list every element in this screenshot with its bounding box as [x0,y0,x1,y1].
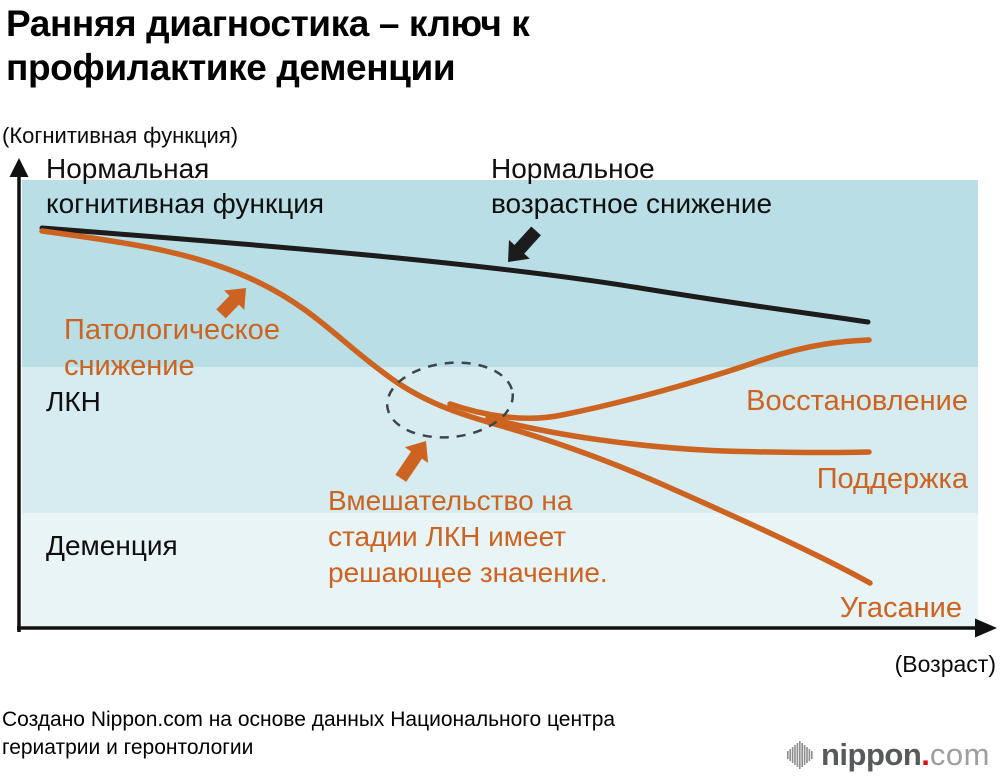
label-recovery: Восстановление [746,385,968,417]
page-title: Ранняя диагностика – ключ к профилактике… [6,3,530,89]
intervention-zone-ellipse [385,361,515,439]
soundwave-icon [787,741,813,769]
logo-wordmark: nippon [821,737,922,772]
label-normal-aging-decline: Нормальное возрастное снижение [491,153,773,220]
label-normal-cognitive-function: Нормальная когнитивная функция [46,153,325,220]
curve-pathological-decline-fading [39,228,873,586]
curve-recovery [447,337,872,421]
curve-maintenance [485,415,872,456]
label-maintenance: Поддержка [816,463,968,495]
logo-dot: . [921,737,930,772]
band-dementia [22,513,978,628]
x-axis-arrow-icon [975,618,997,638]
nippon-logo: nippon. com [787,737,990,773]
source-credit: Создано Nippon.com на основе данных Наци… [2,708,616,760]
band-mci [22,367,978,513]
logo-tld: com [929,737,990,772]
label-intervention-note: Вмешательство на стадии ЛКН имеет решающ… [328,485,608,588]
band-normal-cognitive-function [22,180,978,367]
label-dementia: Деменция [46,530,178,561]
label-fading: Угасание [839,592,962,624]
pathological-decline-arrow-icon [216,288,246,319]
normal-aging-arrow-icon [508,226,541,262]
label-mci: ЛКН [46,386,101,417]
intervention-arrow-icon [395,441,429,482]
label-pathological-decline: Патологическое снижение [64,314,280,382]
x-axis-label: (Возраст) [894,651,996,677]
y-axis-arrow-icon [9,158,29,177]
curve-normal-aging-decline [39,225,871,325]
y-axis-label: (Когнитивная функция) [2,123,239,148]
